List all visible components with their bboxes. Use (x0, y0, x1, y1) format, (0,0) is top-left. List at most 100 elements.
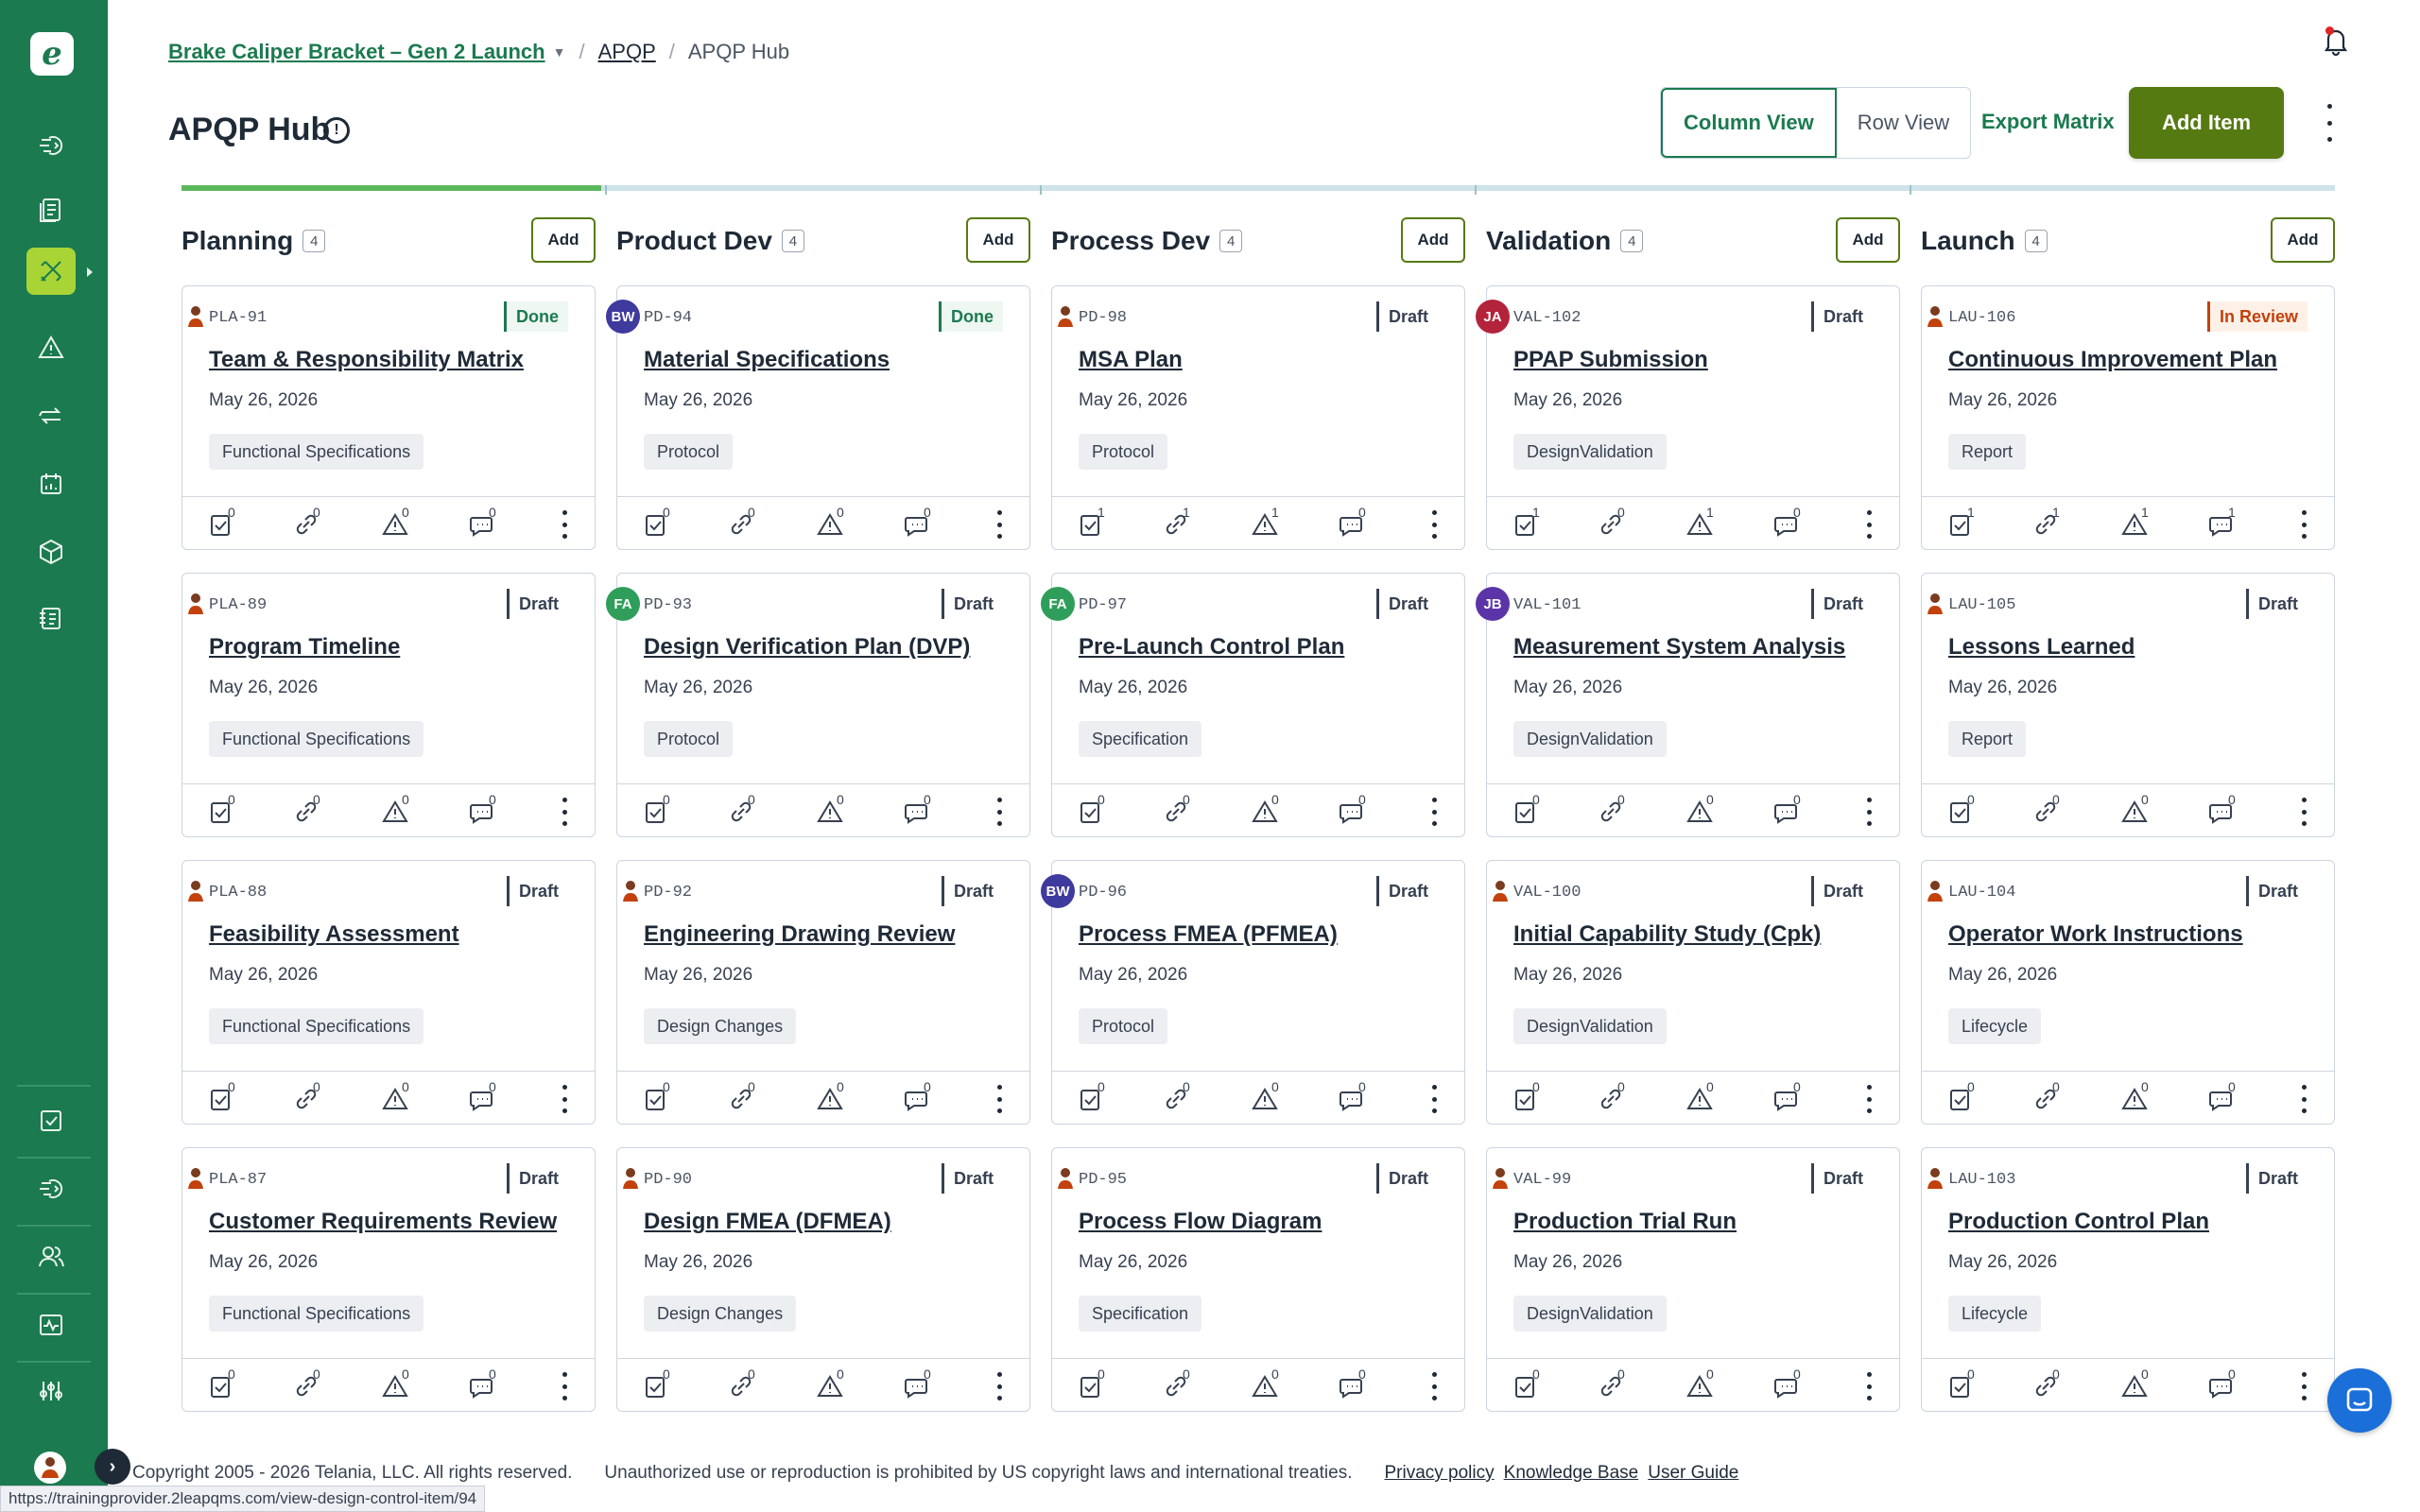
card-title-link[interactable]: Continuous Improvement Plan (1948, 347, 2278, 372)
warning-icon[interactable]: 0 (812, 1366, 850, 1404)
card-more-options-icon[interactable] (559, 798, 570, 826)
card-title-link[interactable]: Material Specifications (644, 347, 890, 372)
card-title-link[interactable]: Program Timeline (209, 634, 401, 660)
item-card[interactable]: LAU-104 Draft Operator Work Instructions Ma… (1921, 860, 2335, 1125)
item-card[interactable]: JA VAL-102 Draft PPAP Submission May 26, 202… (1476, 285, 1900, 550)
notification-bell-icon[interactable] (2320, 25, 2352, 57)
breadcrumb-section[interactable]: APQP (597, 40, 656, 63)
comment-icon[interactable]: 0 (899, 505, 937, 542)
warning-icon[interactable]: 0 (1247, 1366, 1285, 1404)
warning-icon[interactable]: 0 (1247, 792, 1285, 830)
checklist-icon[interactable]: 0 (203, 792, 241, 830)
item-card[interactable]: PD-95 Draft Process Flow Diagram May 26, 20… (1051, 1147, 1465, 1412)
card-more-options-icon[interactable] (2298, 1085, 2309, 1113)
change-icon[interactable] (32, 397, 70, 435)
link-icon[interactable]: 0 (723, 505, 761, 542)
card-title-link[interactable]: Operator Work Instructions (1948, 921, 2243, 947)
card-more-options-icon[interactable] (994, 510, 1005, 539)
card-title-link[interactable]: Measurement System Analysis (1513, 634, 1846, 660)
sidebar-expand-button[interactable]: › (95, 1449, 130, 1485)
checklist-icon[interactable]: 0 (1508, 1079, 1546, 1117)
analytics-icon[interactable] (32, 1306, 70, 1344)
documents-icon[interactable] (32, 191, 70, 229)
comment-icon[interactable]: 0 (464, 792, 502, 830)
checklist-icon[interactable]: 1 (1943, 505, 1980, 542)
comment-icon[interactable]: 0 (1769, 505, 1806, 542)
card-title-link[interactable]: Initial Capability Study (Cpk) (1513, 921, 1822, 947)
card-title-link[interactable]: Lessons Learned (1948, 634, 2135, 660)
column-add-button[interactable]: Add (2271, 217, 2335, 263)
checklist-icon[interactable]: 0 (1943, 1079, 1980, 1117)
checklist-icon[interactable]: 0 (1508, 1366, 1546, 1404)
design-control-icon[interactable] (26, 248, 76, 295)
card-more-options-icon[interactable] (559, 510, 570, 539)
product-icon[interactable] (32, 533, 70, 571)
checklist-icon[interactable]: 1 (1508, 505, 1546, 542)
link-icon[interactable]: 0 (288, 1079, 326, 1117)
card-more-options-icon[interactable] (1863, 510, 1875, 539)
card-more-options-icon[interactable] (1428, 1372, 1440, 1400)
link-icon[interactable]: 0 (2028, 1079, 2066, 1117)
card-more-options-icon[interactable] (2298, 510, 2309, 539)
item-card[interactable]: JB VAL-101 Draft Measurement System Analysi… (1476, 573, 1900, 837)
calendar-icon[interactable] (32, 465, 70, 503)
item-card[interactable]: FA PD-93 Draft Design Verification Plan (DV… (606, 573, 1030, 837)
warning-icon[interactable]: 0 (1247, 1079, 1285, 1117)
checklist-icon[interactable]: 0 (638, 505, 676, 542)
link-icon[interactable]: 1 (2028, 505, 2066, 542)
card-more-options-icon[interactable] (994, 1372, 1005, 1400)
checklist-icon[interactable]: 0 (203, 1079, 241, 1117)
owner-avatar[interactable]: BW (606, 300, 640, 334)
item-card[interactable]: PLA-91 Done Team & Responsibility Matrix Ma… (182, 285, 596, 550)
info-icon[interactable]: ! (323, 117, 350, 144)
owner-avatar[interactable]: JB (1476, 587, 1510, 621)
comment-icon[interactable]: 0 (1334, 1366, 1372, 1404)
link-icon[interactable]: 0 (1158, 1366, 1196, 1404)
knowledge-base-link[interactable]: Knowledge Base (1503, 1463, 1639, 1483)
card-title-link[interactable]: MSA Plan (1079, 347, 1183, 372)
column-add-button[interactable]: Add (531, 217, 596, 263)
export-matrix-button[interactable]: Export Matrix (1981, 110, 2115, 133)
comment-icon[interactable]: 0 (1769, 792, 1806, 830)
settings-icon[interactable] (32, 1372, 70, 1410)
warning-icon[interactable]: 0 (2117, 1079, 2154, 1117)
checklist-icon[interactable]: 0 (1073, 1366, 1111, 1404)
app-logo[interactable]: e (30, 32, 74, 76)
comment-icon[interactable]: 0 (1334, 792, 1372, 830)
card-more-options-icon[interactable] (2298, 798, 2309, 826)
item-card[interactable]: BW PD-94 Done Material Specifications May 26… (606, 285, 1030, 550)
warning-icon[interactable]: 1 (2117, 505, 2154, 542)
warning-icon[interactable]: 0 (812, 792, 850, 830)
card-title-link[interactable]: Process FMEA (PFMEA) (1079, 921, 1338, 947)
link-icon[interactable]: 0 (2028, 792, 2066, 830)
item-card[interactable]: VAL-100 Draft Initial Capability Study (Cp… (1486, 860, 1900, 1125)
checklist-icon[interactable]: 0 (1073, 792, 1111, 830)
comment-icon[interactable]: 0 (1334, 505, 1372, 542)
card-title-link[interactable]: Team & Responsibility Matrix (209, 347, 524, 372)
card-title-link[interactable]: PPAP Submission (1513, 347, 1708, 372)
card-title-link[interactable]: Engineering Drawing Review (644, 921, 956, 947)
card-title-link[interactable]: Design FMEA (DFMEA) (644, 1209, 891, 1234)
checklist-icon[interactable]: 0 (203, 505, 241, 542)
checklist-icon[interactable]: 0 (1943, 792, 1980, 830)
item-card[interactable]: PD-90 Draft Design FMEA (DFMEA) May 26, 202… (616, 1147, 1030, 1412)
chevron-down-icon[interactable]: ▼ (552, 44, 566, 60)
owner-avatar[interactable]: JA (1476, 300, 1510, 334)
warning-icon[interactable]: 0 (377, 1366, 415, 1404)
card-more-options-icon[interactable] (1863, 1085, 1875, 1113)
owner-avatar[interactable]: FA (1041, 587, 1075, 621)
card-title-link[interactable]: Feasibility Assessment (209, 921, 459, 947)
item-card[interactable]: PD-92 Draft Engineering Drawing Review May … (616, 860, 1030, 1125)
more-options-icon[interactable] (2318, 104, 2341, 142)
column-add-button[interactable]: Add (1836, 217, 1900, 263)
breadcrumb-program[interactable]: Brake Caliper Bracket – Gen 2 Launch (168, 40, 545, 63)
card-more-options-icon[interactable] (559, 1372, 570, 1400)
checklist-icon[interactable]: 0 (638, 1366, 676, 1404)
warning-icon[interactable]: 0 (812, 1079, 850, 1117)
user-guide-link[interactable]: User Guide (1648, 1463, 1739, 1483)
owner-avatar[interactable]: BW (1041, 874, 1075, 908)
link-icon[interactable]: 0 (288, 1366, 326, 1404)
workflow-icon[interactable] (32, 1170, 70, 1208)
comment-icon[interactable]: 0 (1334, 1079, 1372, 1117)
card-title-link[interactable]: Process Flow Diagram (1079, 1209, 1322, 1234)
